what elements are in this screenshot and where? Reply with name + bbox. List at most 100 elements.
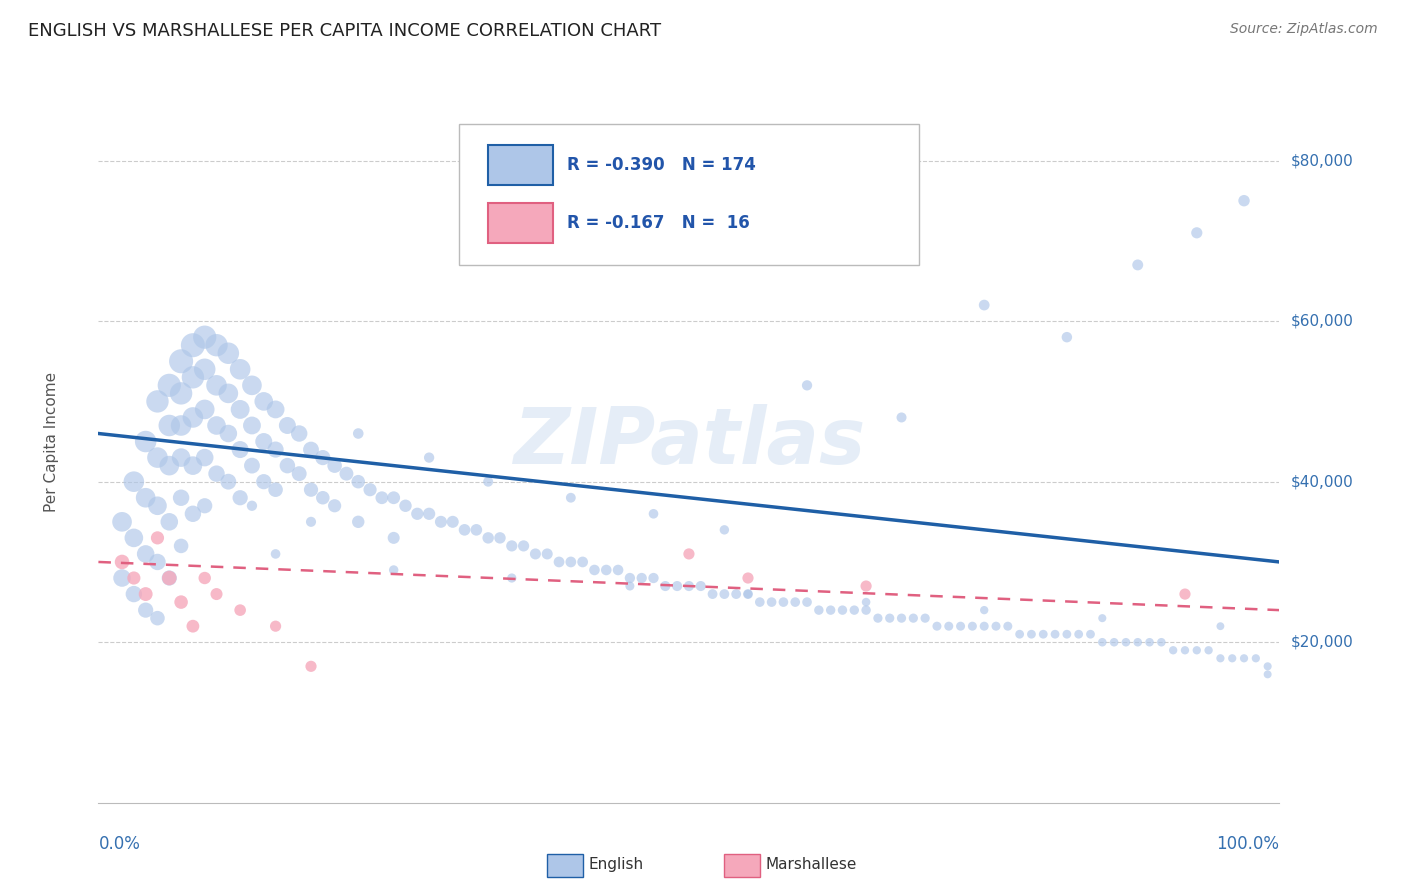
Point (135, 434, 157, 449)
Point (135, 491, 157, 505)
Point (229, 362, 252, 376)
Point (654, 579, 676, 593)
Point (430, 515, 453, 529)
Point (512, 539, 534, 553)
Point (702, 587, 724, 601)
Point (1043, 627, 1066, 641)
Point (170, 595, 193, 609)
Point (678, 579, 700, 593)
Text: $40,000: $40,000 (1291, 475, 1354, 489)
Point (359, 483, 381, 497)
Text: R = -0.167   N =  16: R = -0.167 N = 16 (567, 213, 749, 232)
Point (181, 458, 204, 473)
Point (111, 555, 134, 569)
Point (264, 442, 287, 457)
Point (536, 547, 558, 561)
Point (890, 611, 912, 625)
Point (146, 531, 169, 545)
Point (903, 611, 925, 625)
Point (984, 619, 1007, 633)
Point (181, 619, 204, 633)
Point (382, 531, 405, 545)
Point (312, 450, 335, 465)
Text: English: English (589, 857, 644, 872)
Point (288, 467, 311, 481)
Point (217, 426, 239, 441)
Point (962, 619, 984, 633)
Point (807, 603, 830, 617)
Point (997, 619, 1019, 633)
Point (1185, 226, 1208, 240)
Point (194, 450, 217, 465)
Point (264, 402, 287, 417)
Text: Source: ZipAtlas.com: Source: ZipAtlas.com (1230, 22, 1378, 37)
Point (820, 603, 842, 617)
Point (501, 539, 523, 553)
Point (264, 547, 287, 561)
Point (1021, 627, 1043, 641)
Point (264, 483, 287, 497)
Point (347, 475, 370, 489)
Point (299, 483, 322, 497)
Point (1080, 627, 1102, 641)
Point (157, 418, 180, 433)
Point (181, 507, 204, 521)
Point (382, 491, 405, 505)
Point (689, 579, 711, 593)
Point (217, 346, 239, 360)
Point (205, 418, 228, 433)
Point (1150, 635, 1173, 649)
Point (122, 587, 145, 601)
Point (170, 450, 193, 465)
Point (524, 547, 547, 561)
Point (844, 603, 866, 617)
Point (170, 418, 193, 433)
Point (418, 450, 440, 465)
Point (666, 579, 689, 593)
Point (607, 563, 630, 577)
Point (1174, 587, 1197, 601)
Point (595, 563, 617, 577)
Point (157, 378, 180, 392)
Point (1257, 659, 1279, 673)
Point (194, 402, 217, 417)
Point (135, 547, 157, 561)
Point (194, 571, 217, 585)
Point (205, 467, 228, 481)
Point (170, 386, 193, 401)
Point (217, 386, 239, 401)
Text: Per Capita Income: Per Capita Income (44, 371, 59, 512)
Point (855, 579, 877, 593)
Point (170, 539, 193, 553)
Point (1209, 651, 1232, 665)
Point (796, 378, 818, 392)
Point (619, 571, 641, 585)
Point (938, 619, 960, 633)
Point (643, 507, 665, 521)
Point (914, 611, 936, 625)
Point (1161, 643, 1184, 657)
Point (560, 491, 582, 505)
Text: 100.0%: 100.0% (1216, 835, 1279, 854)
Point (194, 330, 217, 344)
Point (1174, 643, 1197, 657)
Point (1244, 651, 1267, 665)
Point (1091, 635, 1114, 649)
Point (925, 619, 948, 633)
Point (146, 555, 169, 569)
Point (1257, 667, 1279, 681)
Point (335, 467, 357, 481)
Point (157, 571, 180, 585)
Text: $60,000: $60,000 (1291, 314, 1354, 328)
Point (949, 619, 972, 633)
Point (229, 442, 252, 457)
Point (312, 491, 335, 505)
Point (560, 555, 582, 569)
Point (890, 410, 912, 425)
Point (323, 458, 346, 473)
Point (737, 587, 759, 601)
Point (229, 491, 252, 505)
Text: 0.0%: 0.0% (98, 835, 141, 854)
Point (205, 587, 228, 601)
Point (146, 611, 169, 625)
